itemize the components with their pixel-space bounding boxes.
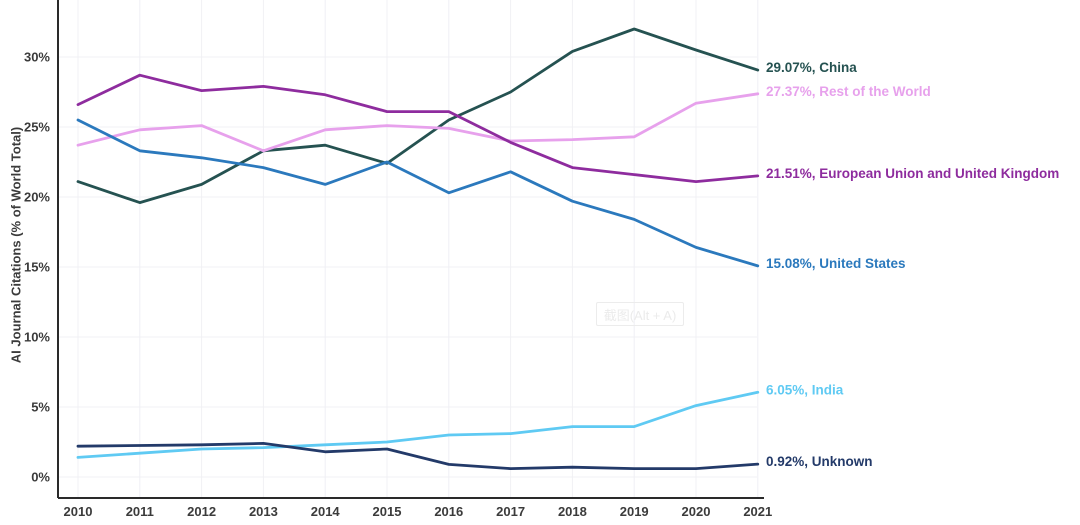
series-line-eu-and-uk	[76, 73, 760, 184]
series-end-label-united-states: 15.08%, United States	[766, 256, 906, 271]
series-line-united-states	[76, 118, 760, 268]
series-end-label-eu-and-uk: 21.51%, European Union and United Kingdo…	[766, 166, 1059, 181]
series-line-unknown	[76, 441, 760, 471]
x-axis-tick-label: 2020	[682, 504, 711, 519]
y-axis-tick-label: 10%	[24, 330, 50, 345]
x-axis-tick-label: 2017	[496, 504, 525, 519]
series-end-label-india: 6.05%, India	[766, 382, 844, 397]
x-axis-tick-label: 2012	[187, 504, 216, 519]
series-line-india	[76, 390, 760, 459]
x-axis-tick-label: 2011	[126, 504, 154, 519]
x-axis-tick-label: 2013	[249, 504, 278, 519]
screenshot-tool-watermark: 截图(Alt + A)	[596, 302, 684, 326]
series-line-china	[76, 27, 760, 205]
x-axis-tick-label: 2019	[620, 504, 649, 519]
x-axis-tick-label: 2015	[373, 504, 402, 519]
x-axis-tick-label: 2010	[64, 504, 93, 519]
x-axis-tick-label: 2021	[743, 504, 772, 519]
series-line-rest-of-the-world	[76, 92, 760, 153]
x-axis-tick-label: 2014	[311, 504, 341, 519]
x-axis-tick-label: 2016	[434, 504, 463, 519]
series-end-label-unknown: 0.92%, Unknown	[766, 454, 873, 469]
y-axis-tick-label: 20%	[24, 190, 50, 205]
y-axis-title: AI Journal Citations (% of World Total)	[8, 126, 24, 364]
y-axis-tick-label: 25%	[24, 120, 50, 135]
y-axis-tick-label: 5%	[31, 400, 50, 415]
series-end-label-rest-of-the-world: 27.37%, Rest of the World	[766, 84, 931, 99]
x-axis-tick-label: 2018	[558, 504, 587, 519]
series-end-label-china: 29.07%, China	[766, 60, 857, 75]
y-axis-tick-label: 30%	[24, 50, 50, 65]
y-axis-tick-label: 0%	[31, 470, 50, 485]
y-axis-tick-label: 15%	[24, 260, 50, 275]
